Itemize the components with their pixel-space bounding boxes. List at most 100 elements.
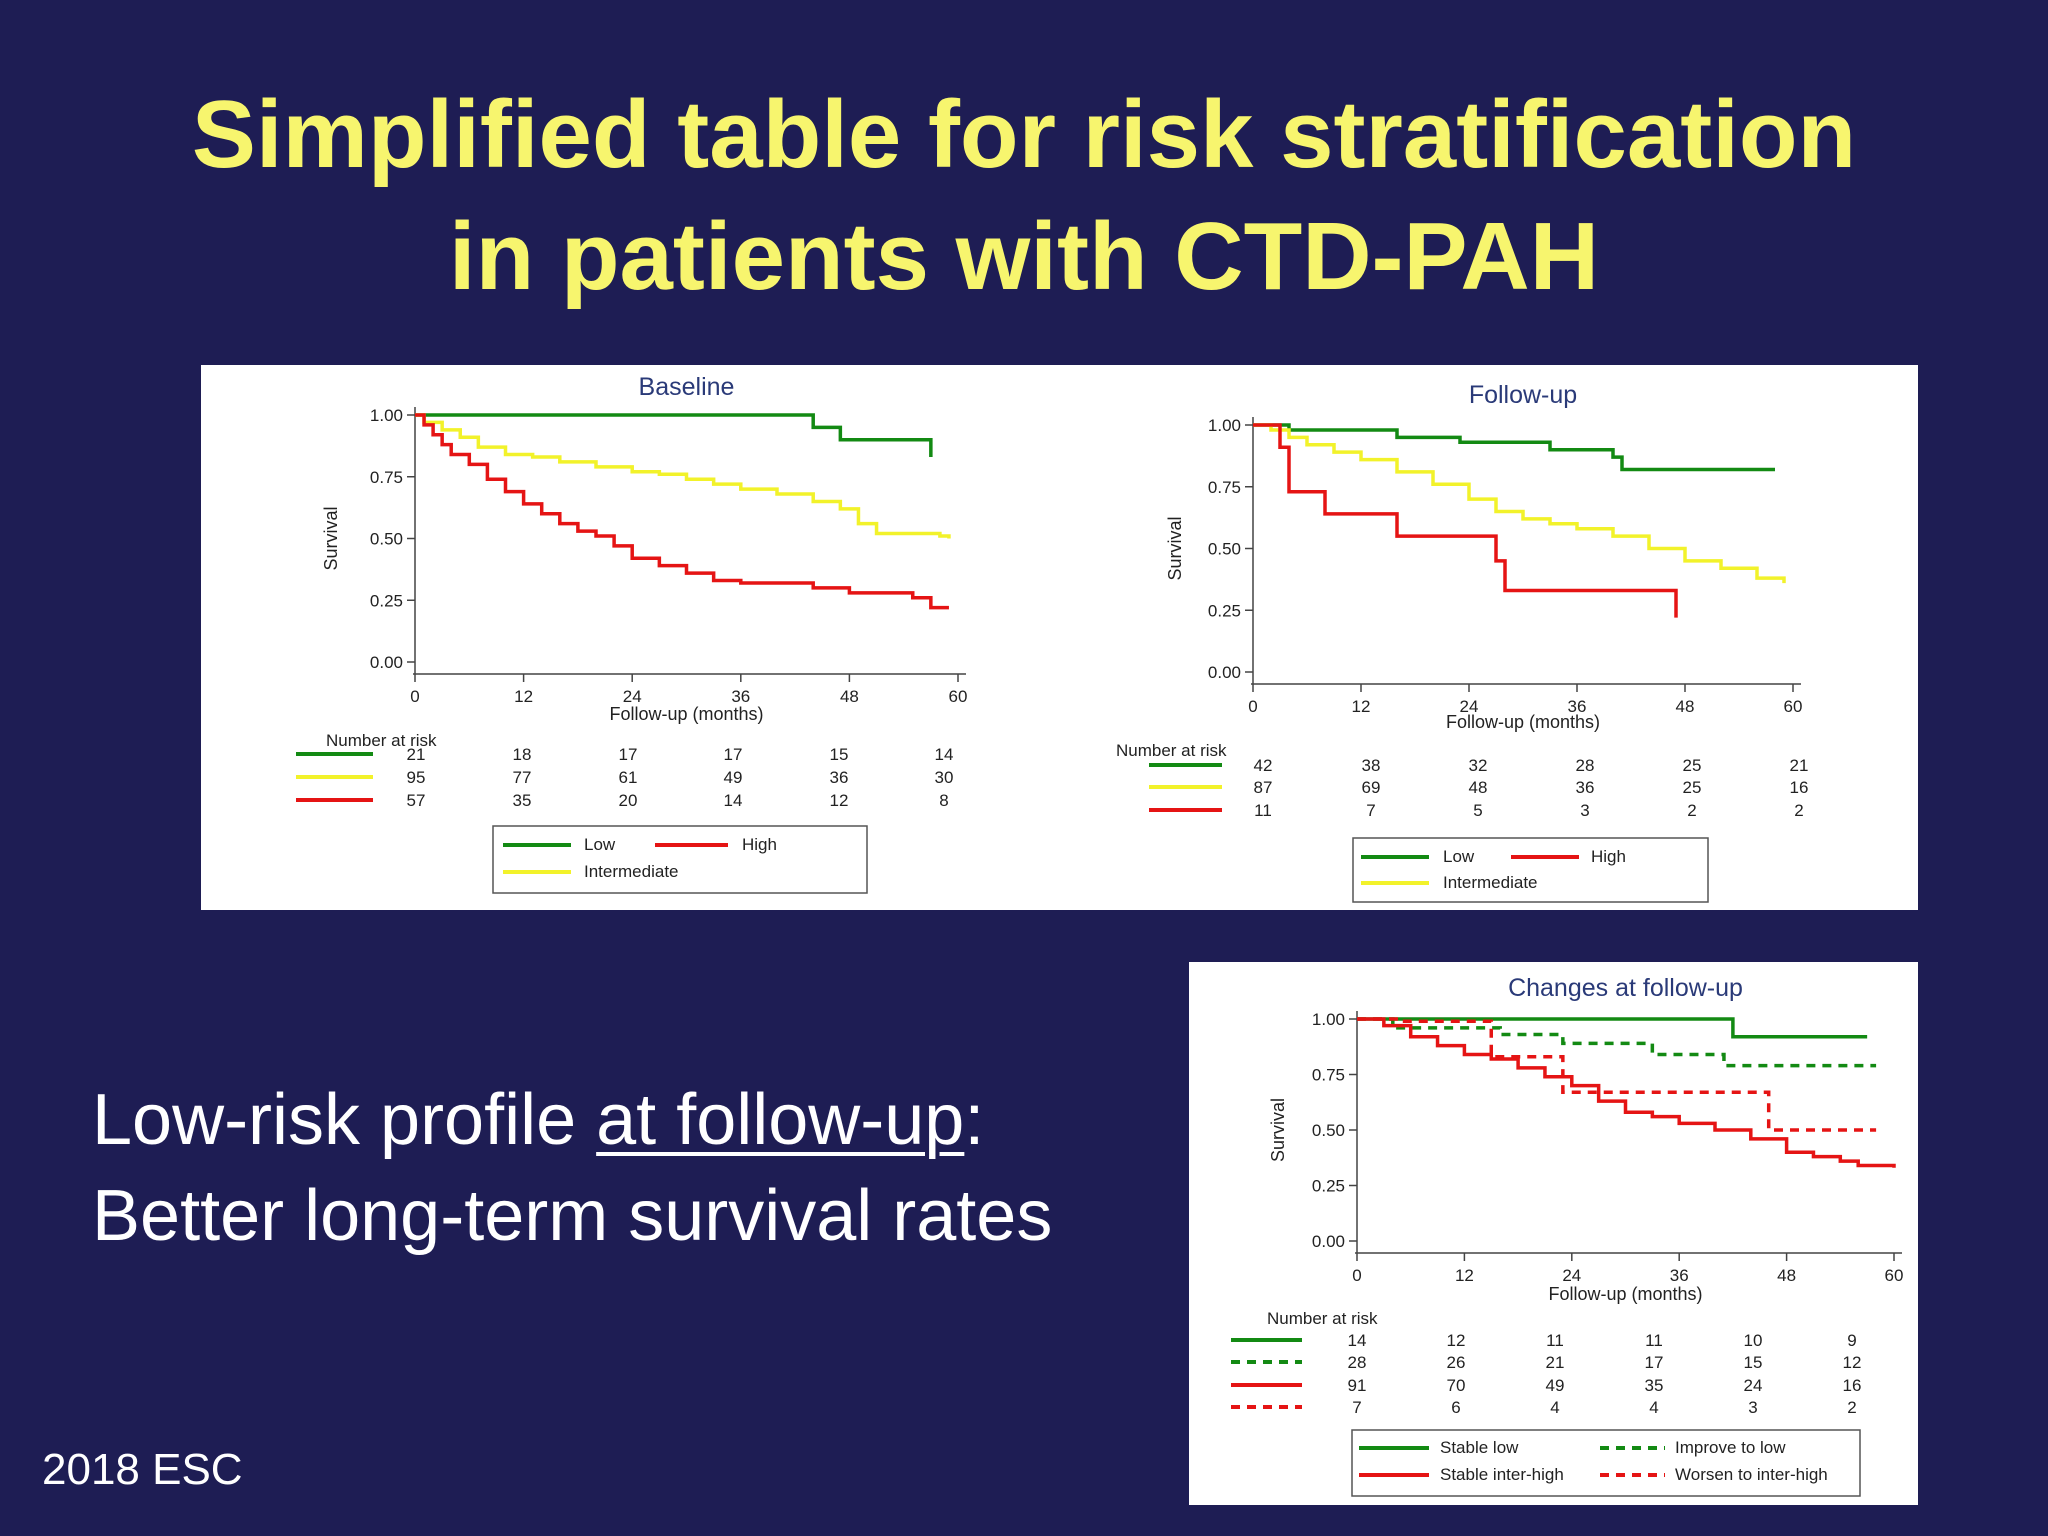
at-risk-value: 7 (1352, 1398, 1361, 1417)
at-risk-value: 26 (1447, 1353, 1466, 1372)
y-axis-label: Survival (1165, 516, 1185, 580)
at-risk-value: 7 (1366, 801, 1375, 820)
x-tick-label: 24 (623, 687, 642, 706)
y-tick-label: 0.25 (1312, 1177, 1345, 1196)
at-risk-value: 61 (619, 768, 638, 787)
at-risk-value: 4 (1550, 1398, 1559, 1417)
x-axis-label: Follow-up (months) (609, 704, 763, 724)
survival-curve-1 (1253, 423, 1775, 472)
at-risk-value: 17 (724, 745, 743, 764)
at-risk-value: 5 (1473, 801, 1482, 820)
x-tick-label: 48 (840, 687, 859, 706)
key-message-colon: : (964, 1080, 985, 1160)
at-risk-value: 21 (1546, 1353, 1565, 1372)
at-risk-value: 4 (1649, 1398, 1658, 1417)
y-tick-label: 0.50 (1208, 540, 1241, 559)
km-chart-1: Baseline 0.00 0.25 0.50 0.75 1.00 0 12 24 36 48 60 F… (296, 373, 967, 894)
at-risk-value: 21 (1790, 756, 1809, 775)
survival-curve-3 (1253, 423, 1678, 618)
x-tick-label: 60 (1885, 1266, 1904, 1285)
x-tick-label: 36 (1670, 1266, 1689, 1285)
y-tick-label: 0.75 (1208, 478, 1241, 497)
legend-label: Intermediate (1443, 873, 1538, 892)
at-risk-value: 16 (1843, 1376, 1862, 1395)
chart-legend: Low High Intermediate (1352, 837, 1709, 903)
number-at-risk-label: Number at risk (1267, 1309, 1378, 1328)
at-risk-value: 2 (1687, 801, 1696, 820)
x-axis-label: Follow-up (months) (1548, 1284, 1702, 1304)
x-tick-label: 24 (1562, 1266, 1581, 1285)
key-message: Low-risk profile at follow-up: Better lo… (92, 1072, 1052, 1264)
at-risk-value: 87 (1254, 778, 1273, 797)
at-risk-value: 35 (513, 791, 532, 810)
at-risk-value: 20 (619, 791, 638, 810)
at-risk-value: 28 (1576, 756, 1595, 775)
legend-label: Stable inter-high (1440, 1465, 1564, 1484)
x-tick-label: 36 (731, 687, 750, 706)
at-risk-value: 15 (830, 745, 849, 764)
legend-label: Improve to low (1675, 1438, 1786, 1457)
at-risk-value: 10 (1744, 1331, 1763, 1350)
y-tick-label: 0.25 (1208, 601, 1241, 620)
slide-title-line-2: in patients with CTD-PAH (448, 203, 1600, 310)
at-risk-value: 49 (724, 768, 743, 787)
at-risk-value: 57 (407, 791, 426, 810)
at-risk-value: 95 (407, 768, 426, 787)
at-risk-value: 28 (1348, 1353, 1367, 1372)
at-risk-value: 32 (1469, 756, 1488, 775)
at-risk-value: 6 (1451, 1398, 1460, 1417)
at-risk-value: 25 (1683, 756, 1702, 775)
at-risk-value: 91 (1348, 1376, 1367, 1395)
x-tick-label: 0 (410, 687, 419, 706)
x-tick-label: 12 (1352, 697, 1371, 716)
legend-label: Intermediate (584, 862, 679, 881)
at-risk-value: 15 (1744, 1353, 1763, 1372)
legend-label: High (742, 835, 777, 854)
at-risk-value: 30 (935, 768, 954, 787)
slide-title: Simplified table for risk stratification… (0, 74, 2048, 318)
x-tick-label: 12 (514, 687, 533, 706)
x-tick-label: 36 (1568, 697, 1587, 716)
at-risk-value: 2 (1794, 801, 1803, 820)
chart-legend: Stable low Improve to low Stable inter-hig… (1351, 1429, 1861, 1497)
chart-title: Baseline (639, 373, 735, 401)
y-tick-label: 1.00 (1208, 416, 1241, 435)
x-tick-label: 0 (1248, 697, 1257, 716)
legend-box (492, 825, 868, 894)
y-tick-label: 1.00 (370, 406, 403, 425)
x-tick-label: 24 (1460, 697, 1479, 716)
at-risk-value: 14 (724, 791, 743, 810)
y-axis-label: Survival (321, 506, 341, 570)
at-risk-value: 42 (1254, 756, 1273, 775)
at-risk-value: 69 (1362, 778, 1381, 797)
at-risk-value: 11 (1254, 801, 1272, 820)
survival-curve-1 (1357, 1017, 1868, 1039)
legend-label: Low (1443, 847, 1475, 866)
survival-curve-3 (415, 413, 949, 610)
at-risk-value: 17 (1645, 1353, 1664, 1372)
bottom-chart-panel: Changes at follow-up 0.00 0.25 0.50 0.75 1.00… (1189, 962, 1918, 1505)
at-risk-value: 38 (1362, 756, 1381, 775)
at-risk-value: 36 (1576, 778, 1595, 797)
at-risk-value: 14 (1348, 1331, 1367, 1350)
y-tick-label: 0.00 (1312, 1232, 1345, 1251)
at-risk-value: 16 (1790, 778, 1809, 797)
at-risk-value: 11 (1645, 1331, 1663, 1350)
key-message-line-2: Better long-term survival rates (92, 1176, 1053, 1256)
at-risk-value: 11 (1546, 1331, 1564, 1350)
survival-curve-2 (1357, 1017, 1877, 1068)
x-tick-label: 48 (1777, 1266, 1796, 1285)
survival-curve-2 (1253, 423, 1786, 584)
y-tick-label: 0.00 (1208, 663, 1241, 682)
x-axis-label: Follow-up (months) (1446, 712, 1600, 732)
x-tick-label: 48 (1676, 697, 1695, 716)
key-message-prefix: Low-risk profile (92, 1080, 597, 1160)
chart-title: Changes at follow-up (1508, 974, 1743, 1002)
source-footer: 2018 ESC (42, 1445, 243, 1494)
at-risk-value: 24 (1744, 1376, 1763, 1395)
at-risk-value: 49 (1546, 1376, 1565, 1395)
key-message-emphasis: at follow-up (596, 1080, 965, 1160)
survival-curve-2 (415, 413, 951, 539)
at-risk-value: 3 (1748, 1398, 1757, 1417)
